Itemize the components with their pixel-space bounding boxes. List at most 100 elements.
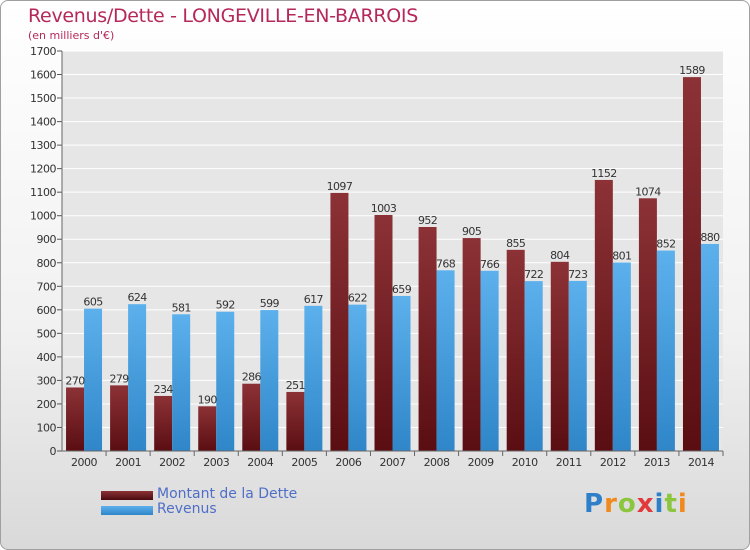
data-label-revenus: 617 xyxy=(304,293,324,306)
bar-debt xyxy=(682,77,701,451)
bar-revenus xyxy=(84,308,103,451)
x-tick-label: 2006 xyxy=(335,456,361,469)
data-label-debt: 905 xyxy=(462,225,482,238)
data-label-revenus: 723 xyxy=(568,268,588,281)
bar-debt xyxy=(374,215,393,451)
x-tick-label: 2010 xyxy=(512,456,538,469)
y-tick-label: 900 xyxy=(37,233,57,246)
bar-revenus xyxy=(480,270,499,451)
legend-label-revenus: Revenus xyxy=(157,501,217,517)
data-label-revenus: 801 xyxy=(612,250,631,263)
bar-revenus xyxy=(568,280,587,451)
data-label-revenus: 592 xyxy=(216,299,235,312)
bar-revenus xyxy=(128,304,147,451)
bar-debt xyxy=(594,179,613,452)
y-tick-label: 1000 xyxy=(30,210,56,223)
x-tick-label: 2002 xyxy=(159,456,185,469)
x-tick-label: 2011 xyxy=(556,456,582,469)
x-tick-label: 2014 xyxy=(688,456,714,469)
y-tick-label: 200 xyxy=(37,398,57,411)
y-tick-label: 0 xyxy=(50,445,57,458)
x-tick-label: 2005 xyxy=(291,456,317,469)
x-tick-label: 2008 xyxy=(424,456,450,469)
bar-revenus xyxy=(700,243,719,451)
proxiti-logo: Proxiti xyxy=(584,489,688,519)
legend-swatch-revenus xyxy=(101,506,153,515)
bar-debt xyxy=(154,395,173,451)
data-label-debt: 234 xyxy=(154,383,174,396)
data-label-revenus: 852 xyxy=(656,238,675,251)
y-tick-label: 700 xyxy=(37,280,57,293)
y-tick-label: 300 xyxy=(37,374,57,387)
y-tick-label: 1100 xyxy=(30,186,56,199)
bar-revenus xyxy=(216,311,235,451)
data-label-revenus: 622 xyxy=(348,292,367,305)
data-label-debt: 1097 xyxy=(327,180,353,193)
y-tick-label: 1600 xyxy=(30,69,56,82)
data-label-debt: 1589 xyxy=(679,64,705,77)
data-label-revenus: 722 xyxy=(524,268,543,281)
x-tick-label: 2009 xyxy=(468,456,494,469)
bar-debt xyxy=(286,391,305,451)
data-label-debt: 1003 xyxy=(371,202,397,215)
legend-label-debt: Montant de la Dette xyxy=(157,486,298,502)
data-label-debt: 270 xyxy=(65,374,85,387)
bar-revenus xyxy=(172,314,191,451)
bar-debt xyxy=(506,249,525,451)
x-tick-label: 2000 xyxy=(71,456,97,469)
data-label-debt: 952 xyxy=(418,214,437,227)
data-label-revenus: 599 xyxy=(260,297,280,310)
data-label-debt: 279 xyxy=(109,372,129,385)
data-label-revenus: 605 xyxy=(83,296,103,309)
data-label-debt: 1152 xyxy=(591,167,617,180)
y-tick-label: 400 xyxy=(37,351,57,364)
y-tick-label: 1400 xyxy=(30,116,56,129)
data-label-debt: 286 xyxy=(242,371,262,384)
data-label-debt: 190 xyxy=(198,393,218,406)
data-label-revenus: 766 xyxy=(480,258,500,271)
legend-swatch-debt xyxy=(101,491,153,500)
bar-revenus xyxy=(348,304,367,451)
data-label-debt: 804 xyxy=(550,249,570,262)
bar-debt xyxy=(550,261,569,451)
bar-revenus xyxy=(656,250,675,451)
x-tick-label: 2012 xyxy=(600,456,626,469)
bar-revenus xyxy=(392,295,411,451)
bar-revenus xyxy=(436,270,455,451)
x-tick-label: 2013 xyxy=(644,456,670,469)
y-tick-label: 1200 xyxy=(30,163,56,176)
bar-debt xyxy=(110,385,129,451)
y-tick-label: 500 xyxy=(37,327,57,340)
x-tick-label: 2004 xyxy=(247,456,273,469)
data-label-revenus: 659 xyxy=(392,283,412,296)
bar-debt xyxy=(638,198,657,451)
bar-revenus xyxy=(524,281,543,451)
bar-debt xyxy=(198,406,217,451)
bar-revenus xyxy=(612,262,631,451)
bar-debt xyxy=(242,383,261,451)
y-tick-label: 800 xyxy=(37,257,57,270)
data-label-revenus: 624 xyxy=(127,291,147,304)
y-tick-label: 1300 xyxy=(30,139,56,152)
y-tick-label: 100 xyxy=(37,421,57,434)
data-label-revenus: 581 xyxy=(172,301,191,314)
chart-subtitle: (en milliers d'€) xyxy=(28,29,115,42)
data-label-debt: 251 xyxy=(286,379,305,392)
bar-debt xyxy=(418,227,437,451)
chart-title: Revenus/Dette - LONGEVILLE-EN-BARROIS xyxy=(28,5,418,27)
bar-revenus xyxy=(260,310,279,451)
data-label-debt: 855 xyxy=(506,237,526,250)
y-tick-label: 600 xyxy=(37,304,57,317)
data-label-debt: 1074 xyxy=(635,185,661,198)
x-tick-label: 2007 xyxy=(380,456,406,469)
y-tick-label: 1700 xyxy=(30,45,56,58)
data-label-revenus: 880 xyxy=(700,231,720,244)
data-label-revenus: 768 xyxy=(436,257,456,270)
bar-revenus xyxy=(304,305,323,451)
bar-debt xyxy=(462,238,481,451)
x-tick-label: 2003 xyxy=(203,456,229,469)
x-tick-label: 2001 xyxy=(115,456,141,469)
bar-debt xyxy=(66,387,85,451)
